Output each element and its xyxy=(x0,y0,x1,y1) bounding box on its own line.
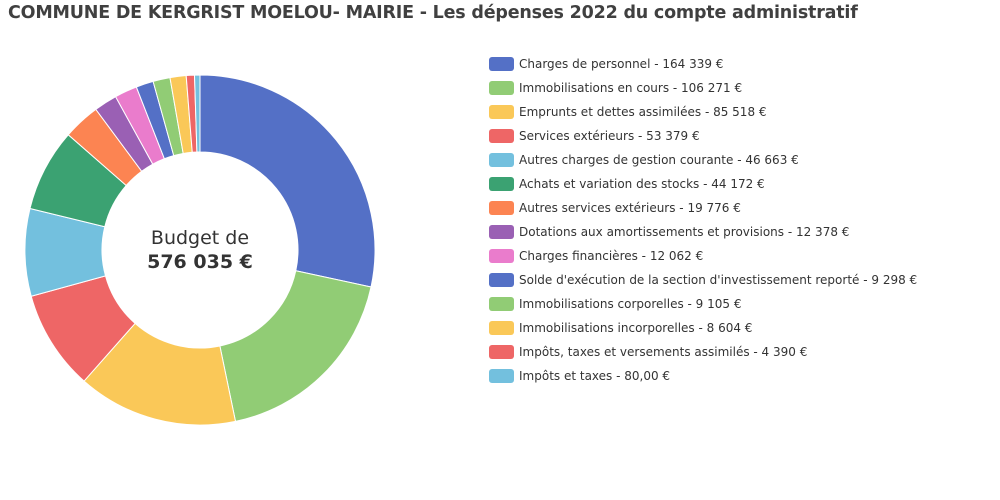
legend-label: Autres charges de gestion courante - 46 … xyxy=(519,153,799,167)
legend-label: Autres services extérieurs - 19 776 € xyxy=(519,201,741,215)
legend-label: Impôts et taxes - 80,00 € xyxy=(519,369,671,383)
legend-swatch xyxy=(489,249,514,263)
legend-label: Charges financières - 12 062 € xyxy=(519,249,704,263)
legend-item[interactable]: Immobilisations incorporelles - 8 604 € xyxy=(489,316,917,340)
legend-swatch xyxy=(489,225,514,239)
legend-label: Achats et variation des stocks - 44 172 … xyxy=(519,177,765,191)
legend-item[interactable]: Autres services extérieurs - 19 776 € xyxy=(489,196,917,220)
donut-slice-1[interactable] xyxy=(199,74,376,288)
legend-swatch xyxy=(489,153,514,167)
budget-caption: Budget de xyxy=(150,227,250,249)
legend-label: Solde d'exécution de la section d'invest… xyxy=(519,273,918,287)
legend-swatch xyxy=(489,201,514,215)
legend-label: Impôts, taxes et versements assimilés - … xyxy=(519,345,808,359)
legend-label: Charges de personnel - 164 339 € xyxy=(519,57,724,71)
legend-item[interactable]: Services extérieurs - 53 379 € xyxy=(489,124,917,148)
chart-title: COMMUNE DE KERGRIST MOELOU- MAIRIE - Les… xyxy=(8,3,858,23)
legend-swatch xyxy=(489,297,514,311)
legend-swatch xyxy=(489,177,514,191)
legend-item[interactable]: Autres charges de gestion courante - 46 … xyxy=(489,148,917,172)
donut-chart xyxy=(24,74,376,426)
legend-item[interactable]: Immobilisations en cours - 106 271 € xyxy=(489,76,917,100)
legend-item[interactable]: Impôts, taxes et versements assimilés - … xyxy=(489,340,917,364)
legend-item[interactable]: Immobilisations corporelles - 9 105 € xyxy=(489,292,917,316)
legend-swatch xyxy=(489,321,514,335)
donut-slice-14[interactable] xyxy=(193,74,201,153)
legend-swatch xyxy=(489,345,514,359)
legend-item[interactable]: Dotations aux amortissements et provisio… xyxy=(489,220,917,244)
legend-swatch xyxy=(489,81,514,95)
legend-swatch xyxy=(489,57,514,71)
legend-label: Services extérieurs - 53 379 € xyxy=(519,129,700,143)
legend-item[interactable]: Achats et variation des stocks - 44 172 … xyxy=(489,172,917,196)
legend-swatch xyxy=(489,105,514,119)
legend-swatch xyxy=(489,273,514,287)
budget-total-value: 576 035 € xyxy=(147,251,253,273)
legend-label: Immobilisations en cours - 106 271 € xyxy=(519,81,743,95)
legend-label: Dotations aux amortissements et provisio… xyxy=(519,225,850,239)
legend-item[interactable]: Charges de personnel - 164 339 € xyxy=(489,52,917,76)
donut-slice-2[interactable] xyxy=(219,270,372,422)
legend-item[interactable]: Impôts et taxes - 80,00 € xyxy=(489,364,917,388)
chart-legend: Charges de personnel - 164 339 € Immobili… xyxy=(489,52,917,388)
legend-label: Immobilisations corporelles - 9 105 € xyxy=(519,297,742,311)
legend-item[interactable]: Solde d'exécution de la section d'invest… xyxy=(489,268,917,292)
legend-swatch xyxy=(489,129,514,143)
budget-total-label: Budget de 576 035 € xyxy=(120,226,280,274)
legend-swatch xyxy=(489,369,514,383)
legend-item[interactable]: Charges financières - 12 062 € xyxy=(489,244,917,268)
legend-label: Immobilisations incorporelles - 8 604 € xyxy=(519,321,753,335)
legend-label: Emprunts et dettes assimilées - 85 518 € xyxy=(519,105,767,119)
legend-item[interactable]: Emprunts et dettes assimilées - 85 518 € xyxy=(489,100,917,124)
